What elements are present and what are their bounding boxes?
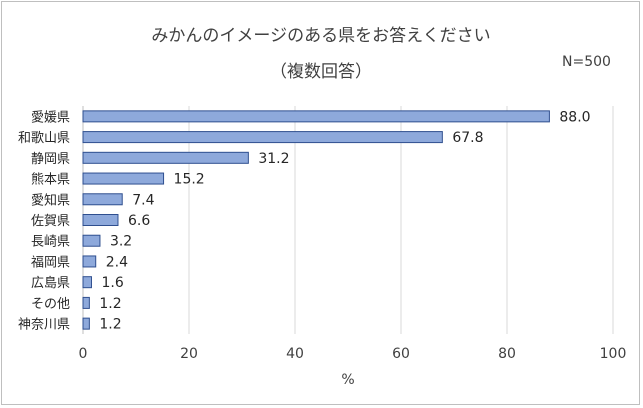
category-label: 和歌山県 — [18, 131, 70, 146]
gridlines — [82, 106, 614, 334]
category-label: 愛媛県 — [31, 110, 70, 125]
bar — [82, 276, 92, 289]
data-label: 2.4 — [106, 254, 128, 270]
category-label: 愛知県 — [31, 192, 70, 208]
category-label: 神奈川県 — [18, 318, 70, 333]
data-label: 15.2 — [174, 172, 205, 188]
value-labels: 88.0 67.8 31.2 15.2 7.4 6.6 3.2 2.4 1.6 1.2 1.2 — [99, 109, 590, 332]
category-label: 静岡県 — [31, 152, 70, 167]
x-tick-label: 40 — [286, 346, 304, 362]
x-tick-label: 100 — [600, 346, 627, 362]
data-label: 31.2 — [258, 151, 289, 167]
category-label: その他 — [31, 297, 70, 312]
data-label: 1.2 — [99, 296, 121, 312]
data-label: 67.8 — [452, 130, 483, 146]
bar — [82, 131, 443, 144]
data-label: 1.2 — [99, 317, 121, 333]
category-label: 佐賀県 — [31, 214, 70, 229]
x-axis-label: % — [341, 372, 354, 388]
bar — [82, 296, 90, 309]
x-tick-label: 80 — [498, 346, 516, 362]
data-label: 7.4 — [132, 192, 154, 208]
bar — [82, 193, 123, 206]
category-label: 長崎県 — [31, 235, 70, 250]
data-label: 1.6 — [101, 275, 123, 291]
bar — [82, 110, 550, 123]
data-label: 6.6 — [128, 213, 150, 229]
bar — [82, 255, 97, 268]
data-label: 3.2 — [110, 234, 132, 250]
bar — [82, 214, 119, 226]
sample-size-note: N=500 — [562, 54, 611, 70]
category-label: 広島県 — [31, 276, 70, 291]
x-tick-label: 20 — [180, 346, 198, 362]
bars — [82, 110, 550, 330]
bar — [82, 172, 165, 185]
bar — [82, 151, 249, 164]
data-label: 88.0 — [559, 109, 590, 125]
x-tick-label: 60 — [392, 346, 410, 362]
chart-title: みかんのイメージのある県をお答えください — [151, 26, 490, 46]
bar — [82, 317, 90, 330]
x-tick-labels: 0 20 40 60 80 100 — [79, 346, 627, 362]
category-label: 熊本県 — [31, 172, 70, 188]
bar — [82, 234, 101, 247]
chart-subtitle: （複数回答） — [270, 62, 372, 82]
x-tick-label: 0 — [79, 346, 88, 362]
category-label: 福岡県 — [31, 255, 70, 270]
